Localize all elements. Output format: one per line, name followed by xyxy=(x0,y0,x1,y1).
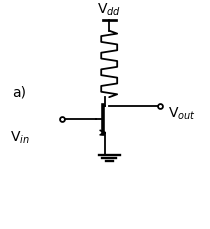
Text: V$_{in}$: V$_{in}$ xyxy=(10,129,30,146)
Text: V$_{out}$: V$_{out}$ xyxy=(168,105,196,121)
Text: a): a) xyxy=(13,85,27,99)
Text: V$_{dd}$: V$_{dd}$ xyxy=(97,2,121,18)
